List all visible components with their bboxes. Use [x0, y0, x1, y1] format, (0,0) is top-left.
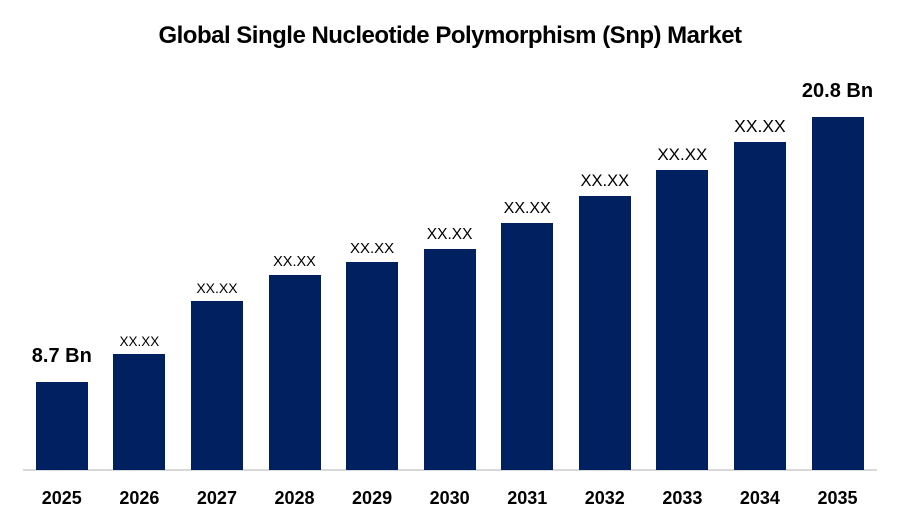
bar-2026 — [113, 354, 166, 470]
bar-2033 — [656, 170, 709, 470]
bar-value-label-2034: XX.XX — [734, 116, 786, 136]
x-axis-label-2033: 2033 — [662, 488, 703, 508]
bar-2034 — [733, 142, 786, 470]
bar-value-label-2033: XX.XX — [657, 145, 708, 164]
bar-value-label-2032: XX.XX — [580, 172, 630, 190]
bar-2028 — [268, 275, 321, 470]
x-axis-label-2035: 2035 — [817, 488, 858, 508]
x-axis-label-2028: 2028 — [274, 488, 315, 508]
x-axis-label-2026: 2026 — [119, 488, 160, 508]
bar-2031 — [501, 223, 554, 470]
bar-value-label-2031: XX.XX — [503, 200, 551, 217]
x-axis-label-2034: 2034 — [739, 488, 780, 508]
x-axis-label-2025: 2025 — [41, 488, 82, 508]
bar-value-label-2028: XX.XX — [273, 254, 316, 270]
x-axis-label-2027: 2027 — [196, 488, 237, 508]
chart-title: Global Single Nucleotide Polymorphism (S… — [158, 22, 742, 49]
bar-2029 — [346, 262, 399, 470]
bar-value-label-2025: 8.7 Bn — [31, 345, 92, 367]
bar-value-label-2029: XX.XX — [349, 240, 395, 257]
x-axis-line — [23, 469, 877, 471]
bar-value-label-2027: XX.XX — [196, 280, 238, 296]
bar-2030 — [423, 249, 476, 470]
bar-value-label-2030: XX.XX — [426, 226, 473, 243]
bar-2025 — [35, 382, 88, 470]
x-axis-label-2031: 2031 — [507, 488, 548, 508]
bar-2027 — [190, 301, 243, 470]
bar-2035 — [811, 117, 864, 470]
x-axis-label-2032: 2032 — [584, 488, 625, 508]
bar-value-label-2035: 20.8 Bn — [801, 80, 874, 102]
x-axis-label-2030: 2030 — [429, 488, 470, 508]
x-axis-label-2029: 2029 — [352, 488, 393, 508]
bar-value-label-2026: XX.XX — [119, 334, 160, 349]
bar-2032 — [578, 196, 631, 470]
